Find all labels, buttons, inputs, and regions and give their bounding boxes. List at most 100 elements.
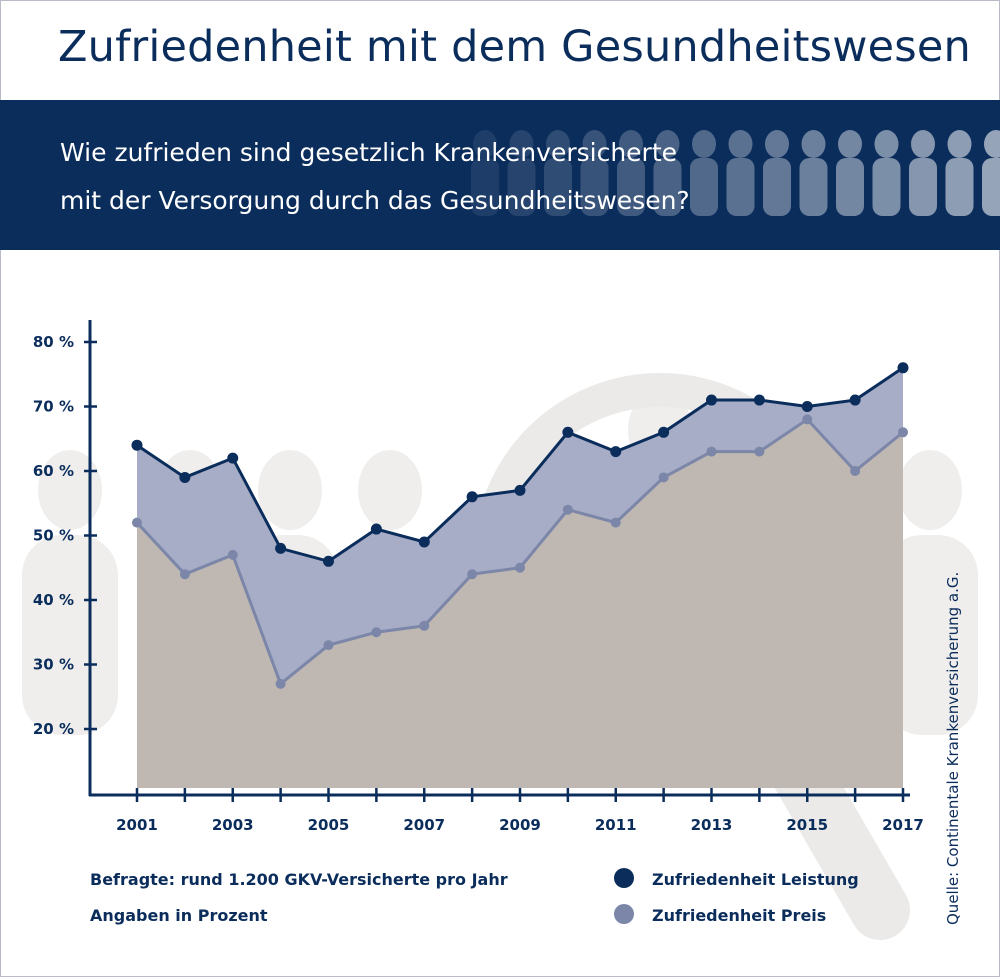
point-preis <box>419 620 430 631</box>
note-respondents: Befragte: rund 1.200 GKV-Versicherte pro… <box>90 870 508 889</box>
point-preis <box>227 549 238 560</box>
legend-label-preis: Zufriedenheit Preis <box>652 906 827 925</box>
point-preis <box>132 517 142 528</box>
point-leistung <box>131 439 143 451</box>
point-preis <box>754 446 765 457</box>
point-preis <box>275 678 286 689</box>
person-body <box>726 158 755 216</box>
silhouette-head <box>258 450 322 530</box>
point-leistung <box>658 426 670 438</box>
point-preis <box>371 627 382 638</box>
question-line-2: mit der Versorgung durch das Gesundheits… <box>60 186 690 215</box>
person-body <box>872 158 901 216</box>
point-leistung <box>562 426 574 438</box>
point-leistung <box>179 471 191 483</box>
x-tick-label: 2001 <box>116 816 158 834</box>
person-head <box>765 130 789 158</box>
person-body <box>653 158 682 216</box>
point-leistung <box>370 523 382 535</box>
x-tick-label: 2015 <box>786 816 828 834</box>
point-leistung <box>466 491 478 503</box>
x-tick-label: 2007 <box>403 816 445 834</box>
person-icon <box>471 130 499 216</box>
point-preis <box>658 472 669 483</box>
person-icon <box>836 130 864 216</box>
point-preis <box>323 640 334 651</box>
person-icon <box>544 130 572 216</box>
point-leistung <box>801 401 813 412</box>
page-title: Zufriedenheit mit dem Gesundheitswesen <box>58 22 972 72</box>
person-body <box>763 158 791 216</box>
person-head <box>655 130 680 158</box>
area-preis <box>137 419 903 788</box>
person-icon <box>617 130 645 216</box>
person-head <box>546 130 570 158</box>
legend-marker-preis <box>614 904 634 924</box>
person-icon <box>909 130 937 216</box>
y-tick-label: 70 % <box>33 398 74 416</box>
person-icon <box>763 130 791 216</box>
person-icon <box>507 130 536 216</box>
point-preis <box>467 569 478 580</box>
person-icon <box>799 130 828 216</box>
person-body <box>617 158 645 216</box>
person-icon <box>945 130 974 216</box>
person-icon <box>726 130 755 216</box>
person-body <box>836 158 864 216</box>
person-body <box>580 158 609 216</box>
person-body <box>471 158 499 216</box>
point-leistung <box>706 394 717 406</box>
x-tick-label: 2013 <box>691 816 733 834</box>
point-preis <box>562 504 573 515</box>
point-leistung <box>418 536 430 548</box>
legend-label-leistung: Zufriedenheit Leistung <box>652 870 859 889</box>
silhouette-body <box>882 535 978 735</box>
person-body <box>909 158 937 216</box>
person-head <box>619 130 643 158</box>
person-icon <box>580 130 609 216</box>
person-icon <box>872 130 901 216</box>
person-head <box>509 130 534 158</box>
person-icon <box>690 130 718 216</box>
person-head <box>692 130 716 158</box>
point-leistung <box>275 542 287 554</box>
point-leistung <box>514 484 526 496</box>
note-unit: Angaben in Prozent <box>90 906 268 925</box>
point-preis <box>850 466 861 476</box>
point-leistung <box>323 555 334 567</box>
y-tick-label: 50 % <box>33 527 74 545</box>
person-icon <box>653 130 682 216</box>
point-preis <box>610 517 621 528</box>
person-body <box>799 158 828 216</box>
x-tick-label: 2017 <box>882 816 924 834</box>
people-icons <box>471 130 1000 216</box>
y-tick-label: 30 % <box>33 656 74 674</box>
person-body <box>982 158 1000 216</box>
x-tick-label: 2009 <box>499 816 541 834</box>
person-head <box>984 130 1000 158</box>
person-icon <box>982 130 1000 216</box>
silhouette-body <box>22 535 118 735</box>
person-body <box>544 158 572 216</box>
point-preis <box>802 414 813 425</box>
person-body <box>507 158 536 216</box>
y-tick-label: 80 % <box>33 333 74 351</box>
point-leistung <box>849 394 861 406</box>
y-tick-label: 40 % <box>33 591 74 609</box>
person-head <box>582 130 607 158</box>
silhouette-head <box>358 450 422 530</box>
x-tick-label: 2011 <box>595 816 637 834</box>
source-label: Quelle: Continentale Krankenversicherung… <box>944 571 962 925</box>
person-head <box>874 130 899 158</box>
person-head <box>911 130 935 158</box>
question-banner: Wie zufrieden sind gesetzlich Krankenver… <box>0 100 1000 250</box>
point-leistung <box>227 452 239 464</box>
person-head <box>473 130 497 158</box>
point-preis <box>515 562 525 573</box>
point-leistung <box>753 394 765 406</box>
point-preis <box>706 446 717 457</box>
silhouette-head <box>898 450 962 530</box>
point-preis <box>179 569 190 580</box>
x-tick-label: 2005 <box>308 816 350 834</box>
